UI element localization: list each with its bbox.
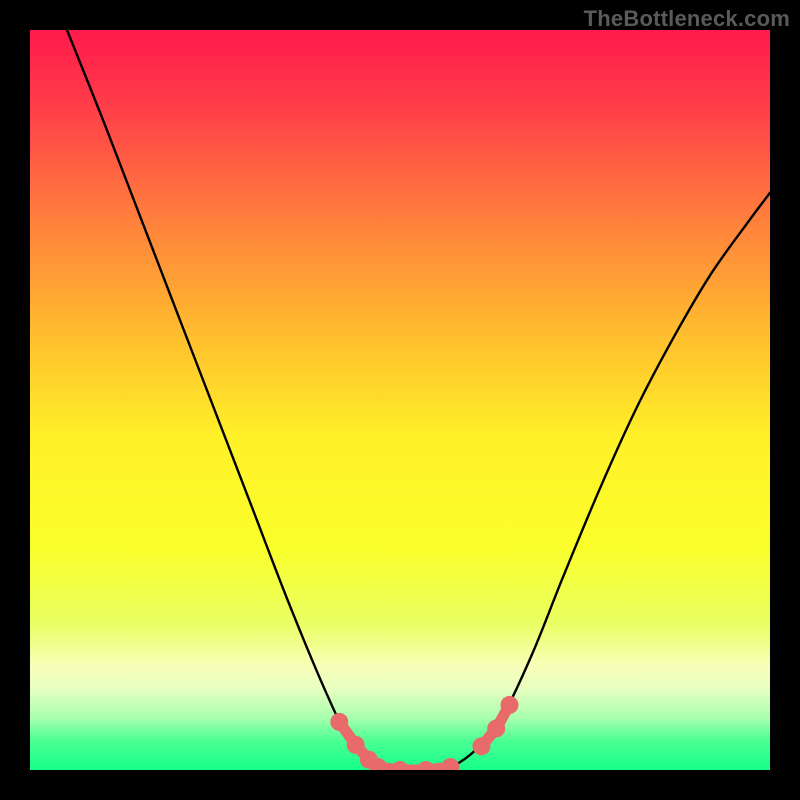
left-cluster-marker	[330, 713, 348, 731]
bottom-cluster-link	[378, 767, 451, 770]
plot-svg	[30, 30, 770, 770]
right-cluster-marker	[472, 737, 490, 755]
left-cluster-marker	[347, 736, 365, 754]
right-cluster-marker	[501, 696, 519, 714]
gradient-background	[30, 30, 770, 770]
chart-frame: TheBottleneck.com	[0, 0, 800, 800]
watermark-text: TheBottleneck.com	[584, 6, 790, 32]
right-cluster-marker	[487, 720, 505, 738]
plot-area	[30, 30, 770, 770]
